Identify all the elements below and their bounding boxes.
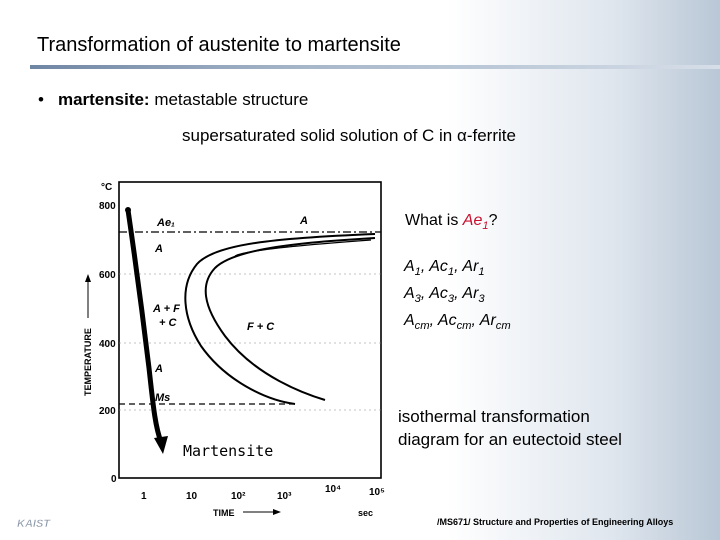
label-ae1: Ae₁ — [156, 217, 175, 229]
row1-a: A — [404, 258, 415, 275]
row1-b: , Ac — [420, 258, 448, 275]
x-tick-1000: 10³ — [277, 491, 292, 502]
row2-b: , Ac — [420, 285, 448, 303]
start-curve — [184, 233, 376, 405]
row2-b-sub: 3 — [447, 293, 455, 306]
x-tick-1: 1 — [141, 491, 147, 502]
figure-caption: isothermal transformation diagram for an… — [398, 405, 698, 451]
row2-a-sub: 3 — [414, 293, 421, 306]
label-martensite: Martensite — [183, 442, 273, 460]
slide-title: Transformation of austenite to martensit… — [37, 34, 401, 56]
x-tick-100000: 10⁵ — [369, 487, 385, 498]
row3-a-sub: cm — [414, 320, 430, 333]
y-tick-600: 600 — [99, 270, 116, 281]
label-f-c: F + C — [247, 321, 275, 333]
course-footer: /MS671/ Structure and Properties of Engi… — [437, 517, 674, 527]
plot-frame — [118, 181, 382, 479]
row3-a: A — [404, 312, 415, 330]
row3-c-sub: cm — [495, 320, 511, 333]
question-term-base: Ae — [462, 212, 483, 229]
cooling-path-arrowhead — [154, 436, 168, 454]
row2-c: , Ar — [454, 285, 479, 303]
bullet-dot: • — [38, 90, 44, 109]
row2-a: A — [404, 285, 415, 303]
x-tick-10: 10 — [186, 491, 198, 502]
bullet-term: martensite: — [57, 90, 150, 109]
y-tick-400: 400 — [99, 339, 116, 350]
row1-a-sub: 1 — [414, 266, 421, 279]
question-suffix: ? — [488, 212, 498, 229]
x-tick-100: 10² — [231, 491, 246, 502]
y-tick-800: 800 — [99, 201, 116, 212]
logo-text: KAIST — [17, 518, 51, 530]
row3-b-sub: cm — [456, 320, 472, 333]
temperature-row-1: A1, Ac1, Ar1 — [404, 256, 511, 283]
label-plus-c: + C — [159, 317, 177, 329]
temperature-list: A1, Ac1, Ar1 A3, Ac3, Ar3 Acm, Accm, Arc… — [404, 256, 511, 338]
row1-c: , Ar — [454, 258, 479, 275]
cooling-path — [125, 209, 164, 443]
label-a-top: A — [299, 215, 308, 227]
x-axis-label: TIME — [213, 508, 235, 518]
y-axis-label: TEMPERATURE — [83, 328, 93, 396]
finish-curve — [204, 237, 376, 401]
label-ms: Ms — [155, 392, 170, 404]
y-tick-200: 200 — [99, 406, 116, 417]
label-a-f: A + F — [152, 303, 180, 315]
row2-c-sub: 3 — [478, 293, 485, 306]
y-tick-0: 0 — [111, 474, 117, 485]
row1-b-sub: 1 — [447, 266, 455, 279]
ae1-nose-curve — [234, 239, 372, 257]
question-prefix: What is — [405, 212, 463, 229]
temperature-row-2: A3, Ac3, Ar3 — [404, 283, 511, 310]
caption-line-2: diagram for an eutectoid steel — [398, 430, 622, 449]
temperature-row-3: Acm, Accm, Arcm — [404, 310, 511, 337]
label-a-upper: A — [154, 243, 163, 255]
bullet-text: metastable structure — [149, 90, 309, 109]
bullet-subline: supersaturated solid solution of C in α-… — [182, 126, 516, 145]
label-a-lower: A — [154, 363, 163, 375]
row3-b: , Ac — [429, 312, 457, 330]
row1-c-sub: 1 — [478, 266, 485, 279]
x-tick-10000: 10⁴ — [325, 484, 341, 495]
question-ae1: What is Ae1? — [405, 212, 498, 232]
y-unit: °C — [101, 182, 112, 193]
question-term: Ae1 — [462, 212, 489, 233]
x-unit: sec — [358, 508, 373, 518]
row3-c: , Ar — [471, 312, 496, 330]
title-divider — [30, 65, 720, 69]
x-axis-arrowhead — [273, 509, 281, 515]
question-term-sub: 1 — [482, 220, 489, 233]
bullet-martensite: • martensite: metastable structure — [38, 90, 308, 110]
y-axis-arrowhead — [85, 274, 91, 282]
caption-line-1: isothermal transformation — [398, 407, 590, 426]
kaist-logo: KAIST — [17, 518, 52, 530]
cooling-start-point — [125, 207, 131, 213]
ttt-diagram: °C 800 600 400 200 0 TEMPERATURE 1 10 10… — [75, 168, 390, 520]
